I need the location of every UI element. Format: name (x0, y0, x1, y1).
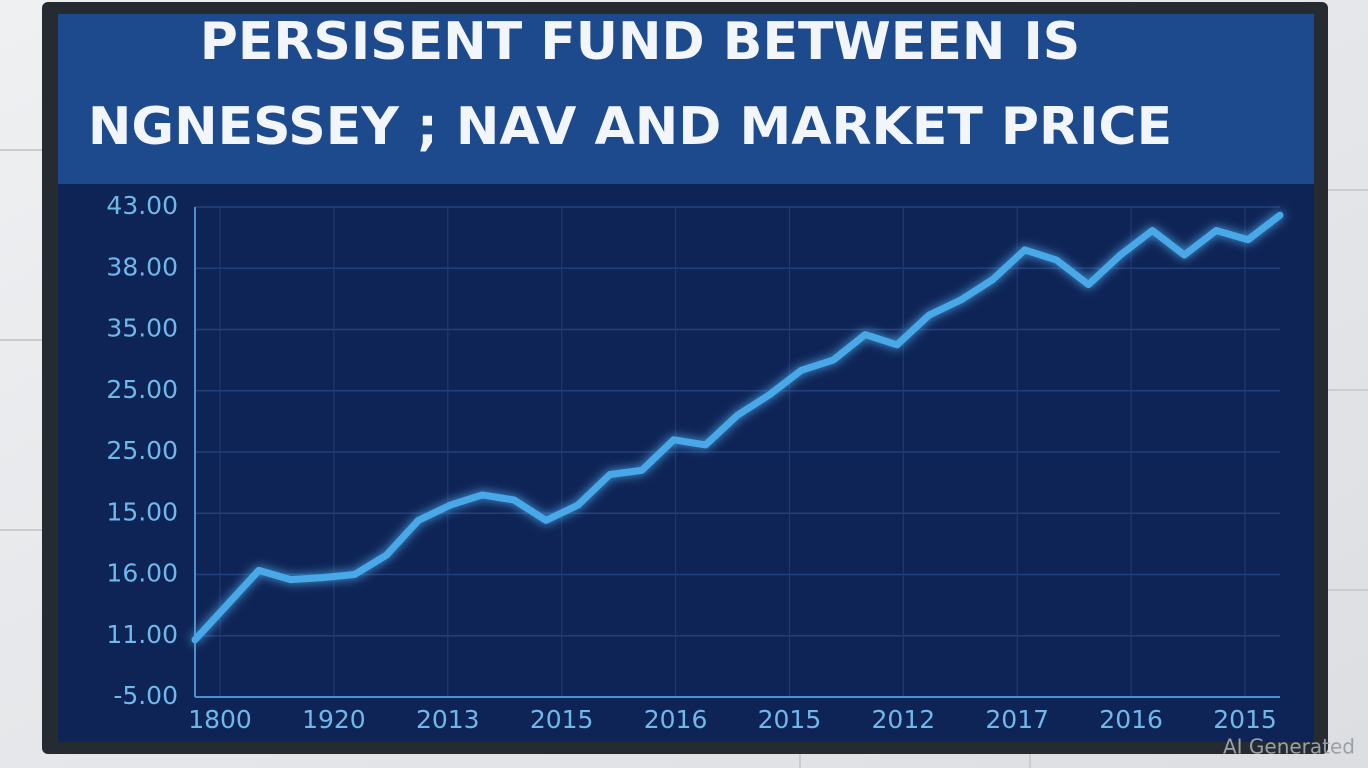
x-tick-label: 1920 (302, 705, 366, 734)
y-tick-label: -5.00 (113, 681, 178, 710)
chart-title: NGNESSEY ; NAV AND MARKET PRICE (88, 97, 1172, 157)
y-tick-label: 38.00 (106, 252, 178, 281)
y-tick-label: 43.00 (106, 191, 178, 220)
y-tick-label: 11.00 (106, 620, 178, 649)
x-tick-label: 1800 (188, 705, 252, 734)
x-tick-label: 2015 (758, 705, 822, 734)
chart-title: PERSISENT FUND BETWEEN IS (200, 12, 1081, 72)
x-tick-label: 2015 (530, 705, 594, 734)
title-band (58, 14, 1314, 184)
y-tick-label: 25.00 (106, 436, 178, 465)
x-tick-label: 2015 (1213, 705, 1277, 734)
x-tick-label: 2017 (985, 705, 1049, 734)
y-tick-label: 35.00 (106, 314, 178, 343)
y-tick-label: 15.00 (106, 497, 178, 526)
y-tick-label: 16.00 (106, 559, 178, 588)
x-tick-label: 2013 (416, 705, 480, 734)
x-tick-label: 2016 (1099, 705, 1163, 734)
y-tick-label: 25.00 (106, 375, 178, 404)
watermark: AI Generated (1223, 735, 1355, 759)
data-line (191, 211, 1284, 644)
x-tick-label: 2016 (644, 705, 708, 734)
x-tick-label: 2012 (872, 705, 936, 734)
